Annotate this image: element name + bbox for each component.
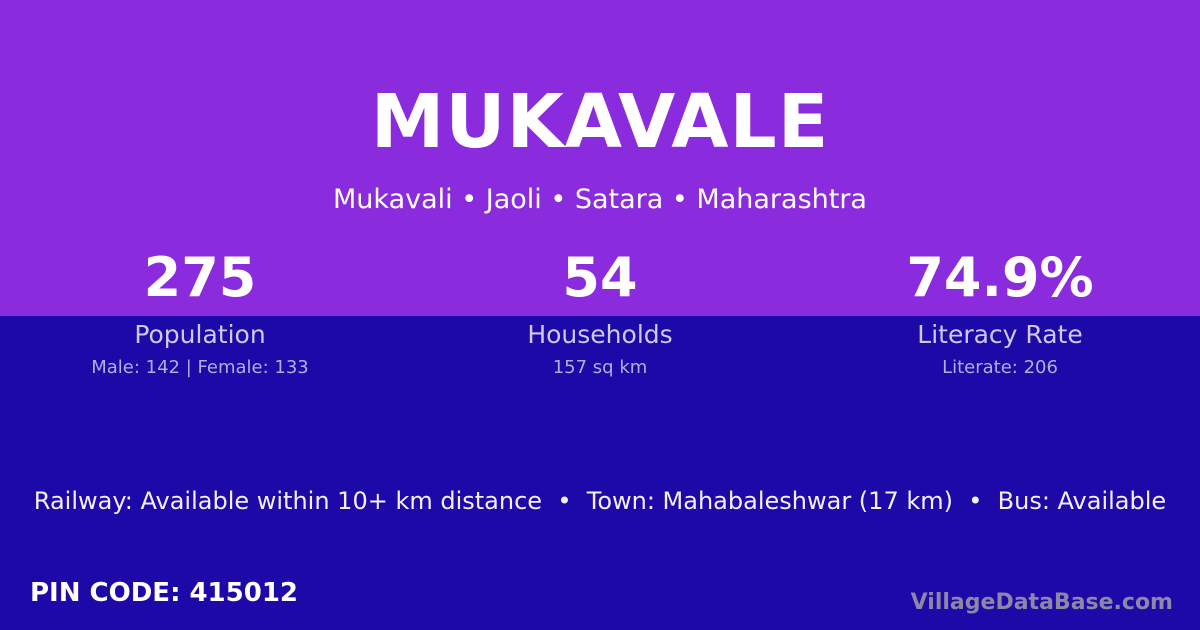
population-label: Population: [134, 320, 266, 349]
pin-code-value: 415012: [189, 578, 299, 608]
households-label: Households: [527, 320, 673, 349]
stat-literacy-rate: 74.9% Literacy Rate Literate: 206: [800, 240, 1200, 379]
stats-row: 275 Population Male: 142 | Female: 133 5…: [0, 240, 1200, 379]
literacy-detail: Literate: 206: [942, 357, 1058, 378]
transport-info-line: Railway: Available within 10+ km distanc…: [33, 487, 1167, 515]
literacy-label: Literacy Rate: [917, 320, 1083, 349]
households-detail: 157 sq km: [552, 357, 648, 378]
pin-code-label: PIN CODE:: [30, 578, 181, 608]
stat-population: 275 Population Male: 142 | Female: 133: [0, 240, 400, 379]
stat-households: 54 Households 157 sq km: [400, 240, 800, 379]
watermark-site-name: VillageDataBase.com: [910, 590, 1173, 615]
households-value: 54: [562, 246, 638, 309]
breadcrumb-location: Mukavali • Jaoli • Satara • Maharashtra: [333, 184, 867, 215]
population-value: 275: [143, 246, 257, 309]
village-title: MUKAVALE: [370, 79, 830, 165]
population-detail: Male: 142 | Female: 133: [91, 357, 309, 378]
pin-code: PIN CODE: 415012: [30, 577, 298, 609]
literacy-value: 74.9%: [906, 246, 1094, 309]
